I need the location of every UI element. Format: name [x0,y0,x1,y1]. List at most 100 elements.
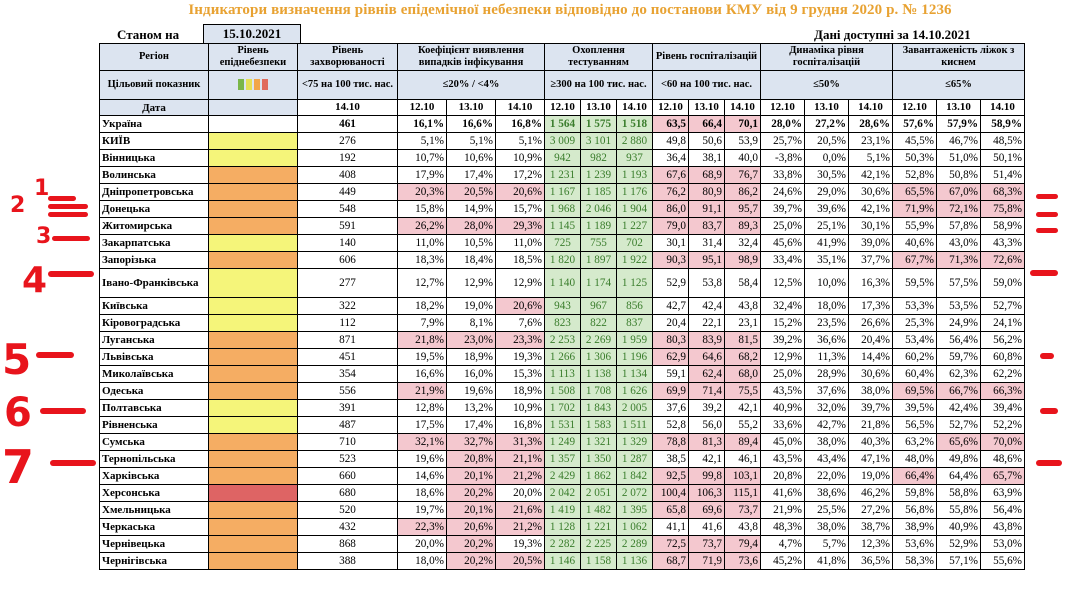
dyn-cell: 40,9% [760,399,805,417]
det-cell: 18,5% [495,251,545,269]
hsp-cell: 50,6 [688,132,725,150]
bed-cell: 52,8% [892,166,937,184]
hsp-cell: 99,8 [688,467,725,485]
region-name: Черкаська [99,518,209,536]
tst-cell: 1 702 [544,399,581,417]
tst-cell: 1 176 [616,183,653,201]
tst-cell: 1 134 [616,365,653,383]
tst-cell: 1 395 [616,501,653,519]
table-row: Вінницька 192 10,7% 10,6% 10,9% 942 982 937 36,4… [99,149,1025,167]
bed-cell: 58,9% [980,115,1025,133]
table-row: Луганська 871 21,8% 23,0% 23,3% 2 253 2 269 1 9… [99,331,1025,349]
dyn-cell: 26,6% [848,314,893,332]
det-cell: 16,8% [495,115,545,133]
bed-cell: 56,2% [980,331,1025,349]
hsp-cell: 78,8 [652,433,689,451]
det-cell: 16,0% [446,365,496,383]
tst-cell: 1 862 [580,467,617,485]
bed-cell: 48,6% [980,450,1025,468]
tst-cell: 1 329 [616,433,653,451]
bed-cell: 43,8% [980,518,1025,536]
bed-cell: 63,2% [892,433,937,451]
hsp-cell: 86,0 [652,200,689,218]
tst-cell: 2 225 [580,535,617,553]
hsp-cell: 73,6 [724,552,761,570]
incidence-cell: 192 [297,149,398,167]
tst-cell: 755 [580,234,617,252]
level-cell [208,234,298,252]
date-cell: 13.10 [446,99,496,116]
dyn-cell: 38,6% [804,484,849,502]
det-cell: 32,1% [397,433,447,451]
det-cell: 10,7% [397,149,447,167]
tst-cell: 2 282 [544,535,581,553]
header-dynamics: Динаміка рівня госпіталізацій [760,43,893,71]
det-cell: 19,5% [397,348,447,366]
dyn-cell: 16,3% [848,268,893,298]
bed-cell: 65,5% [892,183,937,201]
table-row: Україна 461 16,1% 16,6% 16,8% 1 564 1 575 1 518… [99,115,1025,133]
tst-cell: 1 708 [580,382,617,400]
dyn-cell: 28,9% [804,365,849,383]
bed-cell: 51,0% [936,149,981,167]
level-cell [208,268,298,298]
dyn-cell: 30,1% [848,217,893,235]
level-cell [208,552,298,570]
dyn-cell: 23,1% [848,132,893,150]
table-row: Дніпропетровська 449 20,3% 20,5% 20,6% 1 167 1… [99,183,1025,201]
hsp-cell: 55,2 [724,416,761,434]
bed-cell: 53,6% [892,535,937,553]
region-name: Рівненська [99,416,209,434]
hsp-cell: 91,1 [688,200,725,218]
det-cell: 20,2% [446,535,496,553]
level-cell [208,183,298,201]
tst-cell: 2 880 [616,132,653,150]
date-cell: 12.10 [892,99,937,116]
det-cell: 21,9% [397,382,447,400]
tst-cell: 1 287 [616,450,653,468]
hsp-cell: 43,8 [724,518,761,536]
hsp-cell: 68,7 [652,552,689,570]
det-cell: 14,9% [446,200,496,218]
red-mark [36,352,74,358]
bed-cell: 59,0% [980,268,1025,298]
hsp-cell: 22,1 [688,314,725,332]
incidence-cell: 354 [297,365,398,383]
dyn-cell: -3,8% [760,149,805,167]
tst-cell: 967 [580,297,617,315]
bed-cell: 66,3% [980,382,1025,400]
hsp-cell: 83,9 [688,331,725,349]
tst-cell: 1 968 [544,200,581,218]
tst-cell: 1 128 [544,518,581,536]
hsp-cell: 71,4 [688,382,725,400]
bed-cell: 57,9% [936,115,981,133]
hsp-cell: 41,1 [652,518,689,536]
region-name: Хмельницька [99,501,209,519]
tst-cell: 1 820 [544,251,581,269]
bed-cell: 57,6% [892,115,937,133]
bed-cell: 72,6% [980,251,1025,269]
incidence-cell: 112 [297,314,398,332]
hsp-cell: 59,1 [652,365,689,383]
region-name: Луганська [99,331,209,349]
table-row: Чернігівська 388 18,0% 20,2% 20,5% 1 146 1 158… [99,552,1025,570]
tst-cell: 1 419 [544,501,581,519]
hsp-cell: 76,7 [724,166,761,184]
data-availability-note: Дані доступні за 14.10.2021 [814,27,971,42]
table-row: Полтавська 391 12,8% 13,2% 10,9% 1 702 1 843 2 … [99,399,1025,417]
det-cell: 10,5% [446,234,496,252]
bed-cell: 58,8% [936,484,981,502]
header-beds: Завантаженість ліжок з киснем [892,43,1025,71]
hsp-cell: 95,7 [724,200,761,218]
date-cell: 14.10 [980,99,1025,116]
red-mark [1036,212,1058,217]
det-cell: 32,7% [446,433,496,451]
level-cell [208,331,298,349]
hsp-cell: 89,3 [724,217,761,235]
dyn-cell: 30,5% [804,166,849,184]
tst-cell: 2 269 [580,331,617,349]
table-row: Волинська 408 17,9% 17,4% 17,2% 1 231 1 239 1 1… [99,166,1025,184]
incidence-cell: 449 [297,183,398,201]
level-swatch [254,79,260,91]
det-cell: 11,0% [495,234,545,252]
